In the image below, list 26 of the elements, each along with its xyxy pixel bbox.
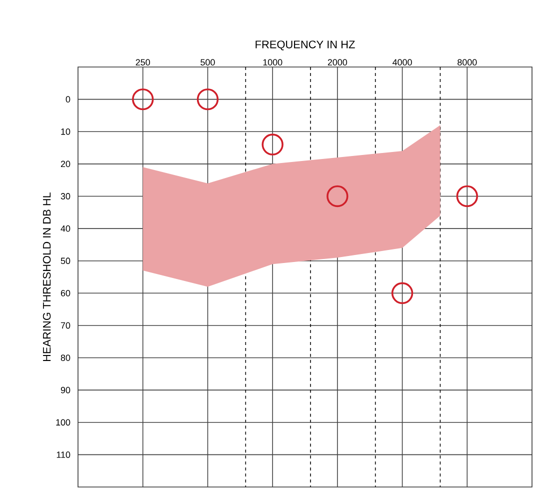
y-axis-title: HEARING THRESHOLD IN DB HL [42, 192, 51, 362]
point [326, 185, 348, 208]
y-tick-label: 0 [66, 96, 70, 102]
point [196, 88, 219, 110]
y-tick-label: 40 [60, 225, 70, 232]
point [456, 185, 478, 208]
x-tick-label: 250 [136, 59, 150, 66]
x-tick-label: 8000 [458, 59, 477, 66]
y-tick-label: 110 [56, 452, 70, 458]
y-tick-label: 100 [56, 419, 70, 426]
y-tick-label: 60 [60, 290, 70, 296]
point [132, 88, 154, 110]
x-tick-label: 2000 [328, 59, 348, 66]
y-tick-label: 50 [60, 258, 70, 264]
x-tick-label: 4000 [392, 59, 412, 66]
x-axis-title: FREQUENCY IN HZ [256, 40, 355, 50]
y-tick-label: 90 [60, 386, 70, 394]
y-tick-label: 10 [61, 128, 70, 135]
x-tick-label: 1000 [263, 59, 282, 66]
y-tick-label: 80 [60, 354, 70, 361]
y-tick-label: 70 [60, 322, 70, 329]
y-tick-label: 30 [60, 193, 70, 200]
y-tick-label: 20 [60, 160, 70, 168]
point [262, 134, 284, 156]
x-tick-label: 500 [200, 59, 215, 66]
point [391, 282, 414, 304]
